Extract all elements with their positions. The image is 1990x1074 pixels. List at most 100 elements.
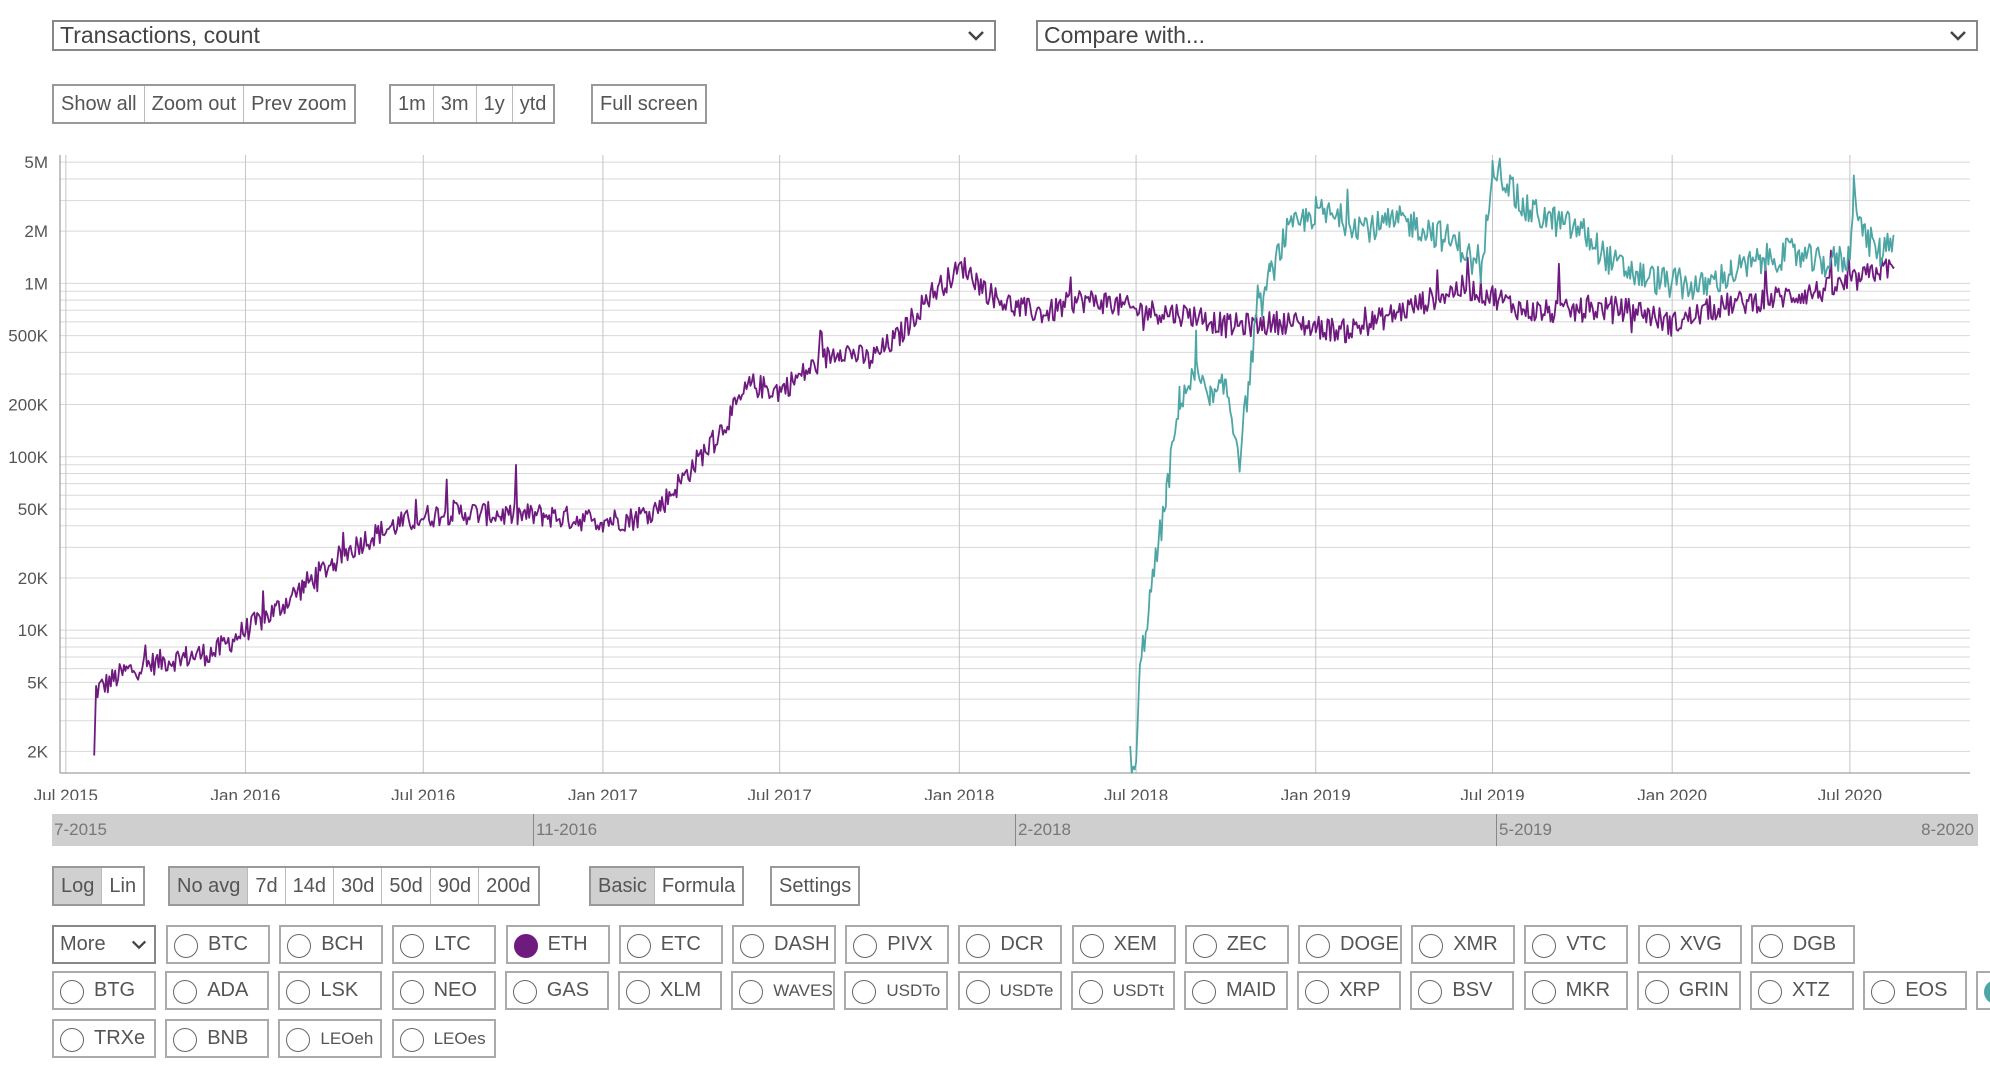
- coin-toggle-grin[interactable]: GRIN: [1636, 971, 1741, 1010]
- y-tick-label: 20K: [18, 569, 49, 588]
- avg-14d-button[interactable]: 14d: [286, 868, 334, 904]
- radio-icon: [400, 934, 425, 958]
- range-ytd-button[interactable]: ytd: [519, 93, 547, 115]
- coin-toggle-bch[interactable]: BCH: [279, 925, 384, 964]
- coin-label: ADA: [207, 979, 249, 1001]
- coin-toggle-xmr[interactable]: XMR: [1411, 925, 1516, 964]
- coin-toggle-xem[interactable]: XEM: [1071, 925, 1176, 964]
- coin-toggle-eth[interactable]: ETH: [505, 925, 610, 964]
- coin-toggle-bsv[interactable]: BSV: [1410, 971, 1515, 1010]
- coin-toggle-dcr[interactable]: DCR: [958, 925, 1063, 964]
- coin-label: USDTe: [999, 981, 1054, 1000]
- coin-toggle-zec[interactable]: ZEC: [1184, 925, 1289, 964]
- navigator-label: 7-2015: [54, 820, 107, 839]
- coin-toggle-pivx[interactable]: PIVX: [845, 925, 950, 964]
- coin-toggle-dgb[interactable]: DGB: [1750, 925, 1855, 964]
- coin-toggle-dash[interactable]: DASH: [732, 925, 836, 964]
- coin-toggle-xvg[interactable]: XVG: [1637, 925, 1742, 964]
- no-avg-button[interactable]: No avg: [170, 868, 249, 904]
- coin-toggle-xrp[interactable]: XRP: [1297, 971, 1402, 1010]
- coin-label: LEOes: [433, 1029, 486, 1048]
- radio-icon: [1305, 980, 1330, 1004]
- navigator-label: 5-2019: [1499, 820, 1552, 839]
- coin-toggle-xlm[interactable]: XLM: [618, 971, 722, 1010]
- lin-scale-button[interactable]: Lin: [109, 875, 137, 897]
- coin-label: ETC: [660, 933, 701, 955]
- coin-toggle-usdte[interactable]: USDTe: [957, 971, 1062, 1010]
- avg-50d-button[interactable]: 50d: [382, 868, 431, 904]
- coin-toggle-leoes[interactable]: LEOes: [391, 1019, 496, 1058]
- radio-icon: [1419, 934, 1444, 958]
- x-tick-label: Jan 2017: [568, 786, 638, 800]
- compare-select[interactable]: Compare with...: [1036, 20, 1978, 51]
- coin-label: BTG: [94, 979, 136, 1001]
- range-navigator[interactable]: 7-2015 11-2016 2-2018 5-2019 8-2020: [52, 814, 1978, 846]
- settings-button[interactable]: Settings: [779, 875, 852, 897]
- radio-icon: [286, 1028, 311, 1052]
- range-3m-button[interactable]: 3m: [434, 86, 477, 122]
- coin-toggle-btg[interactable]: BTG: [52, 971, 156, 1010]
- coin-toggle-neo[interactable]: NEO: [391, 971, 496, 1010]
- x-tick-label: Jul 2017: [748, 786, 812, 800]
- metric-select[interactable]: Transactions, count: [52, 20, 996, 51]
- metric-select-value: Transactions, count: [60, 22, 260, 48]
- coin-toggle-eos[interactable]: EOS: [1863, 971, 1968, 1010]
- coin-toggle-usdtt[interactable]: USDTt: [1070, 971, 1175, 1010]
- coin-label: USDTt: [1112, 981, 1164, 1000]
- coin-label: EOS: [1905, 979, 1948, 1001]
- y-tick-label: 2K: [27, 742, 48, 761]
- coin-toggle-trx[interactable]: TRX: [1976, 971, 1990, 1010]
- coin-toggle-trxe[interactable]: TRXe: [52, 1019, 156, 1058]
- avg-30d-button[interactable]: 30d: [334, 868, 383, 904]
- radio-icon: [1078, 980, 1103, 1004]
- coin-label: XEM: [1113, 933, 1157, 955]
- more-select[interactable]: More: [52, 925, 156, 964]
- coin-toggle-ada[interactable]: ADA: [165, 971, 270, 1010]
- avg-90d-button[interactable]: 90d: [431, 868, 480, 904]
- coin-toggle-doge[interactable]: DOGE: [1298, 925, 1402, 964]
- coin-toggle-mkr[interactable]: MKR: [1523, 971, 1628, 1010]
- coin-toggle-usdto[interactable]: USDTo: [844, 971, 949, 1010]
- x-axis-labels: Jul 2015 Jan 2016 Jul 2016 Jan 2017 Jul 2017…: [34, 786, 1882, 800]
- full-screen-button[interactable]: Full screen: [600, 93, 698, 115]
- show-all-button[interactable]: Show all: [54, 86, 145, 122]
- radio-icon: [512, 980, 537, 1004]
- log-scale-button[interactable]: Log: [54, 868, 103, 904]
- y-tick-label: 2M: [24, 222, 48, 241]
- radio-icon: [60, 980, 84, 1004]
- coin-label: GRIN: [1678, 979, 1729, 1001]
- avg-200d-button[interactable]: 200d: [486, 875, 531, 897]
- coin-toggle-leoeh[interactable]: LEOeh: [278, 1019, 383, 1058]
- coin-toggle-bnb[interactable]: BNB: [165, 1019, 270, 1058]
- scale-button-group: Log Lin: [52, 866, 146, 906]
- chevron-down-icon: [1950, 31, 1966, 41]
- coin-label: DASH: [774, 933, 830, 955]
- coin-label: MKR: [1565, 979, 1611, 1001]
- y-tick-label: 500K: [8, 327, 48, 346]
- range-1m-button[interactable]: 1m: [391, 86, 434, 122]
- coin-toggle-gas[interactable]: GAS: [504, 971, 609, 1010]
- coin-label: PIVX: [887, 933, 933, 955]
- formula-mode-button[interactable]: Formula: [661, 875, 736, 897]
- coin-toggle-vtc[interactable]: VTC: [1524, 925, 1629, 964]
- range-1y-button[interactable]: 1y: [477, 86, 513, 122]
- coin-label: VTC: [1566, 933, 1607, 955]
- avg-button-group: No avg 7d 14d 30d 50d 90d 200d: [168, 866, 540, 906]
- coin-toggle-waves[interactable]: WAVES: [731, 971, 836, 1010]
- zoom-out-button[interactable]: Zoom out: [145, 86, 245, 122]
- coin-toggle-ltc[interactable]: LTC: [392, 925, 497, 964]
- coin-label: LSK: [320, 979, 359, 1001]
- coin-toggle-xtz[interactable]: XTZ: [1750, 971, 1854, 1010]
- basic-mode-button[interactable]: Basic: [591, 868, 655, 904]
- coin-toggle-btc[interactable]: BTC: [166, 925, 270, 964]
- y-tick-label: 1M: [24, 274, 48, 293]
- coin-toggle-lsk[interactable]: LSK: [278, 971, 383, 1010]
- avg-7d-button[interactable]: 7d: [248, 868, 286, 904]
- radio-icon: [174, 934, 198, 958]
- coin-toggle-maid[interactable]: MAID: [1184, 971, 1288, 1010]
- radio-icon: [965, 980, 990, 1004]
- coin-toggle-etc[interactable]: ETC: [618, 925, 723, 964]
- prev-zoom-button[interactable]: Prev zoom: [251, 93, 347, 115]
- coin-label: XLM: [660, 979, 702, 1001]
- coin-label: LEOeh: [320, 1029, 374, 1048]
